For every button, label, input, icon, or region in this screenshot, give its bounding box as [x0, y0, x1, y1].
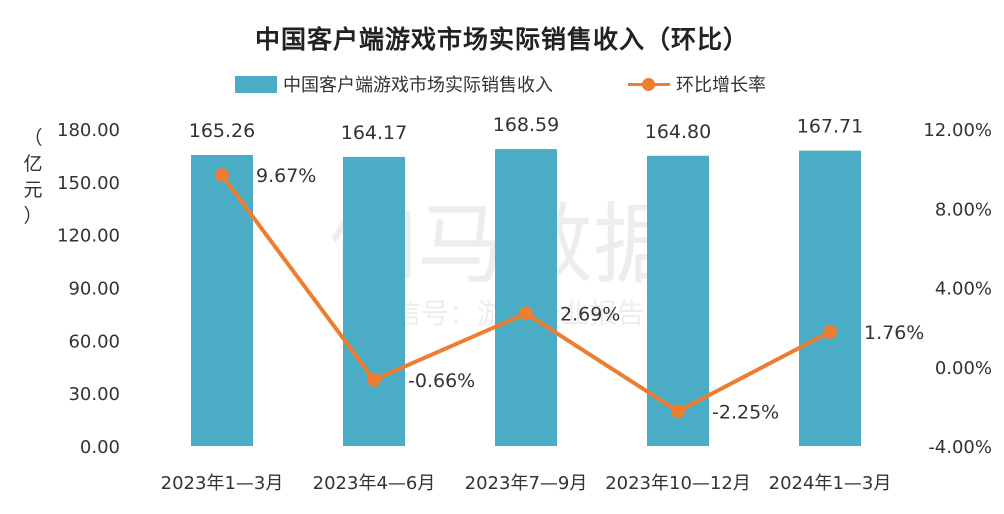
- growth-value-label: -0.66%: [408, 370, 475, 392]
- axis-layer: 0.00 30.00 60.00 90.00 120.00 150.00 180.00 -4.…: [57, 120, 992, 494]
- y-axis-label: （ 亿 元 ）: [22, 125, 44, 229]
- y-right-tick-label: 0.00%: [935, 358, 992, 379]
- legend-label-revenue: 中国客户端游戏市场实际销售收入: [283, 75, 553, 96]
- x-tick-label: 2023年10—12月: [605, 473, 751, 494]
- bar-value-label: 167.71: [797, 116, 863, 138]
- bars-layer: [191, 149, 861, 447]
- x-tick-label: 2023年1—3月: [161, 473, 284, 494]
- legend: 中国客户端游戏市场实际销售收入 环比增长率: [0, 70, 1004, 98]
- legend-label-growth: 环比增长率: [676, 75, 766, 96]
- bar-value-label: 168.59: [493, 114, 559, 136]
- growth-point: [367, 372, 381, 387]
- growth-point: [823, 324, 837, 339]
- legend-item-growth: 环比增长率: [628, 70, 766, 98]
- bar: [343, 156, 405, 446]
- bar: [647, 155, 709, 446]
- labels-layer: 165.26 164.17 168.59 164.80 167.71 9.67% -0.66…: [189, 114, 925, 423]
- y-axis-label-char: 亿: [23, 153, 43, 175]
- y-right-tick-label: -4.00%: [928, 437, 992, 458]
- y-left-tick-label: 150.00: [57, 173, 120, 194]
- line-layer: [215, 168, 837, 419]
- y-left-tick-label: 120.00: [57, 226, 120, 247]
- legend-line-swatch: [628, 76, 670, 93]
- growth-value-label: 2.69%: [560, 303, 620, 325]
- y-axis-label-char: （: [23, 127, 43, 149]
- bar: [191, 154, 253, 446]
- growth-point: [671, 404, 685, 419]
- x-tick-label: 2024年1—3月: [769, 473, 892, 494]
- y-left-tick-label: 180.00: [57, 120, 120, 141]
- legend-bar-swatch: [235, 75, 277, 93]
- y-left-tick-label: 90.00: [68, 279, 120, 300]
- growth-point: [215, 168, 229, 183]
- bar: [495, 149, 557, 446]
- bar: [799, 150, 861, 447]
- y-left-tick-label: 60.00: [68, 331, 120, 352]
- y-axis-label-char: 元: [23, 179, 43, 201]
- y-right-tick-label: 4.00%: [935, 279, 992, 300]
- bar-value-label: 164.17: [341, 122, 407, 144]
- y-left-tick-label: 30.00: [68, 384, 120, 405]
- y-right-tick-label: 12.00%: [923, 120, 992, 141]
- y-right-tick-label: 8.00%: [935, 199, 992, 220]
- legend-item-revenue: 中国客户端游戏市场实际销售收入: [235, 70, 553, 98]
- growth-value-label: -2.25%: [712, 401, 779, 423]
- growth-value-label: 1.76%: [864, 322, 924, 344]
- y-axis-label-char: ）: [23, 205, 43, 227]
- x-tick-label: 2023年7—9月: [465, 473, 588, 494]
- bar-value-label: 165.26: [189, 120, 255, 142]
- x-tick-label: 2023年4—6月: [313, 473, 436, 494]
- growth-value-label: 9.67%: [256, 165, 316, 187]
- bar-value-label: 164.80: [645, 121, 711, 143]
- y-left-tick-label: 0.00: [80, 437, 120, 458]
- growth-point: [519, 306, 533, 321]
- chart-title: 中国客户端游戏市场实际销售收入（环比）: [254, 25, 749, 54]
